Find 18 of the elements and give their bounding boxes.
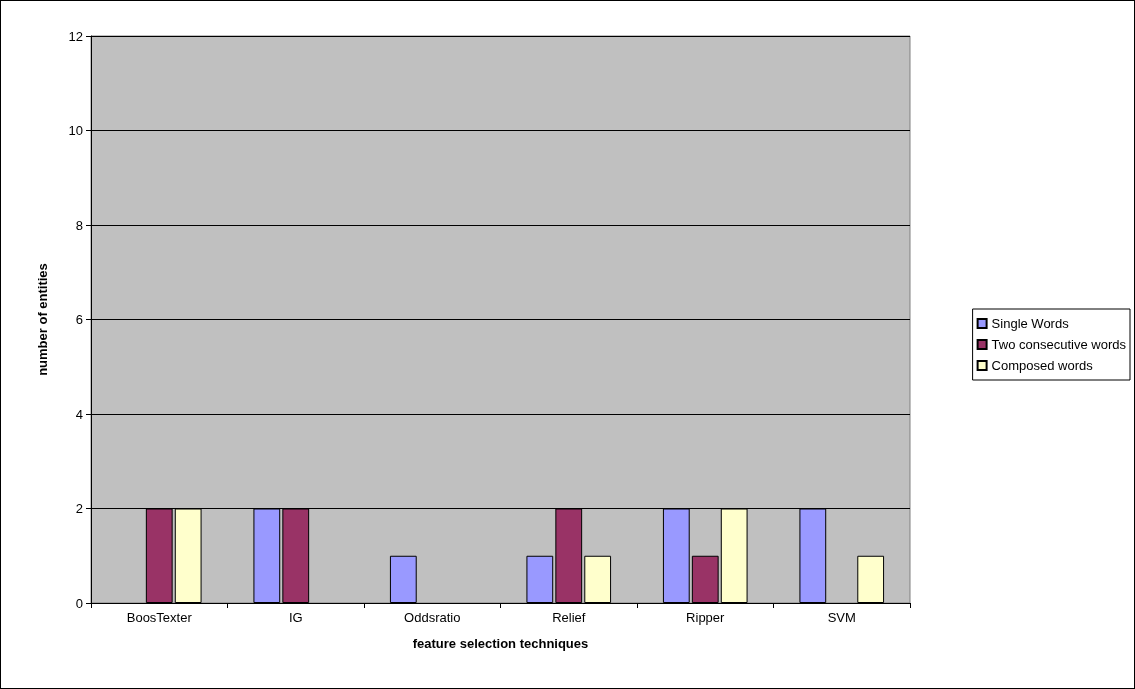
x-tick-label: BoosTexter [126,610,193,625]
y-tick-label: 0 [75,595,83,611]
y-tick-label: 12 [68,28,83,44]
legend-label: Single Words [991,316,1070,331]
legend-label: Two consecutive words [991,337,1127,352]
x-tick-label: Ripper [686,610,726,625]
y-tick-label: 10 [68,123,83,138]
x-tick-label: Relief [552,610,586,625]
legend-label: Composed words [991,358,1094,373]
y-tick-label: 6 [75,312,83,327]
y-tick-label: 8 [75,217,83,233]
x-tick-label: Oddsratio [404,610,461,625]
y-axis-title: number of entities [35,263,50,376]
y-tick-label: 4 [75,406,83,422]
x-axis-title: feature selection techniques [412,636,589,651]
y-tick-label: 2 [75,501,83,516]
x-tick-label: SVM [827,610,856,625]
x-tick-label: IG [288,610,303,625]
